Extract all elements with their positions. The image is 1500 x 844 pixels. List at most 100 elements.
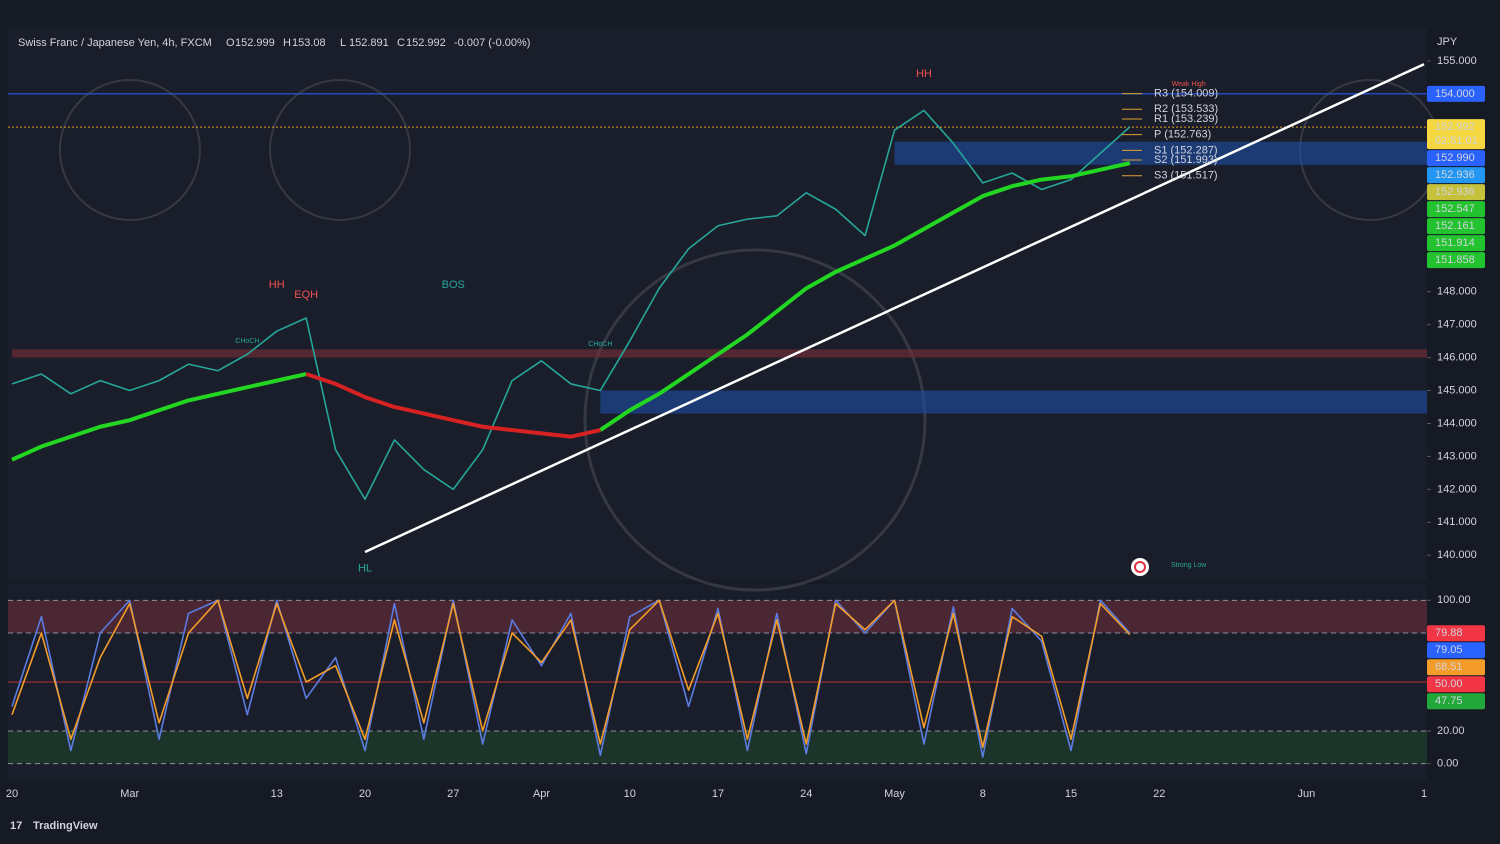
x-tick-label: 24 (800, 788, 812, 800)
ohlc-value: 152.891 (349, 37, 389, 49)
x-tick-label: 20 (6, 788, 18, 800)
price-tag-label: 68.51 (1435, 661, 1463, 673)
price-tag (1427, 184, 1485, 201)
x-tick-label: 27 (447, 788, 459, 800)
price-tag (1427, 150, 1485, 167)
price-tag (1427, 85, 1485, 102)
price-tag (1427, 659, 1485, 676)
ohlc-key: C (397, 37, 405, 49)
alert-icon[interactable] (1131, 558, 1149, 576)
watermark-ring (269, 79, 411, 221)
series-line (305, 372, 601, 439)
y-tick-label: 142.000 (1437, 483, 1477, 495)
x-tick-label: Jun (1297, 788, 1315, 800)
x-tick-label: Apr (533, 788, 550, 800)
brand-logo: 17 (10, 820, 22, 832)
price-tag (1427, 642, 1485, 659)
watermark-ring (583, 248, 927, 592)
ohlc-value: 152.992 (406, 37, 446, 49)
annotation: Weak High (1172, 81, 1206, 88)
price-tag-label: 47.75 (1435, 695, 1463, 707)
ohlc-value: 153.08 (292, 37, 326, 49)
trendline (364, 63, 1425, 554)
x-tick-label: 10 (624, 788, 636, 800)
price-tag-label: 151.858 (1435, 254, 1475, 266)
x-tick-label: 1 (1421, 788, 1427, 800)
price-tag-label: 50.00 (1435, 678, 1463, 690)
price-tag (1427, 625, 1485, 642)
y-tick-label: 141.000 (1437, 516, 1477, 528)
annotation: EQH (294, 289, 318, 301)
price-tag-label: 154.000 (1435, 88, 1475, 100)
symbol: Swiss Franc / Japanese Yen, 4h, FXCM (18, 37, 212, 49)
currency: JPY (1437, 36, 1458, 48)
series-line (11, 599, 1131, 749)
brand: TradingView (33, 820, 98, 832)
price-tag-label: 79.05 (1435, 644, 1463, 656)
y-tick-label: 148.000 (1437, 286, 1477, 298)
y-tick-label: 147.000 (1437, 319, 1477, 331)
watermark-ring (59, 79, 201, 221)
price-tag-label: 152.547 (1435, 203, 1475, 215)
price-tag-label: 79.88 (1435, 627, 1463, 639)
ohlc-key: H (283, 37, 291, 49)
price-tag (1427, 218, 1485, 235)
series-line (11, 109, 1131, 501)
x-tick-label: 13 (271, 788, 283, 800)
y-tick-label: 145.000 (1437, 384, 1477, 396)
price-tag (1427, 676, 1485, 693)
price-pane (8, 28, 1427, 580)
price-tag-label: 152.936 (1435, 186, 1475, 198)
annotation: HL (358, 562, 372, 574)
zone (894, 141, 1427, 165)
pivot-label: R2 (153.533) (1154, 103, 1218, 115)
x-tick-label: 17 (712, 788, 724, 800)
y-tick-label: 140.000 (1437, 549, 1477, 561)
pivot-label: S2 (151.993) (1154, 154, 1218, 166)
x-tick-label: 20 (359, 788, 371, 800)
pivot-label: R3 (154.009) (1154, 88, 1218, 100)
alert-icon-ring (1134, 561, 1146, 573)
y-tick-label: 20.00 (1437, 725, 1465, 737)
y-tick-label: 155.000 (1437, 55, 1477, 67)
y-tick-label: 143.000 (1437, 450, 1477, 462)
price-tag-label: 152.990 (1435, 152, 1475, 164)
price-tag-label: 152.936 (1435, 169, 1475, 181)
annotation: HH (269, 279, 285, 291)
price-tag (1427, 167, 1485, 184)
zone (600, 390, 1427, 414)
band (8, 731, 1427, 764)
price-tag (1427, 693, 1485, 710)
annotation: BOS (442, 279, 465, 291)
x-tick-label: May (884, 788, 905, 800)
price-tag (1427, 201, 1485, 218)
ohlc-key: O (226, 37, 235, 49)
price-tag-label: 152.161 (1435, 220, 1475, 232)
price-tag-label: 152.992 (1435, 121, 1475, 133)
pivot-label: S1 (152.287) (1154, 144, 1218, 156)
ohlc-key: L (340, 37, 346, 49)
pivot-label: P (152.763) (1154, 129, 1211, 141)
x-tick-label: 15 (1065, 788, 1077, 800)
x-tick-label: Mar (120, 788, 139, 800)
pivot-label: S3 (151.517) (1154, 170, 1218, 182)
price-tag (1427, 119, 1485, 150)
series-line (11, 372, 307, 462)
pivot-label: R1 (153.239) (1154, 113, 1218, 125)
price-tag-sub: 02:51:01 (1435, 135, 1478, 147)
x-tick-label: 22 (1153, 788, 1165, 800)
ohlc-value: 152.999 (235, 37, 275, 49)
y-tick-label: 146.000 (1437, 351, 1477, 363)
annotation: CHoCH (235, 338, 259, 345)
x-tick-label: 8 (980, 788, 986, 800)
y-tick-label: 0.00 (1437, 758, 1458, 770)
series-line (599, 161, 1131, 432)
price-tag-label: 151.914 (1435, 237, 1475, 249)
change: -0.007 (-0.00%) (454, 37, 530, 49)
y-tick-label: 144.000 (1437, 417, 1477, 429)
annotation: CHoCH (588, 341, 612, 348)
price-tag (1427, 235, 1485, 252)
price-tag (1427, 252, 1485, 269)
